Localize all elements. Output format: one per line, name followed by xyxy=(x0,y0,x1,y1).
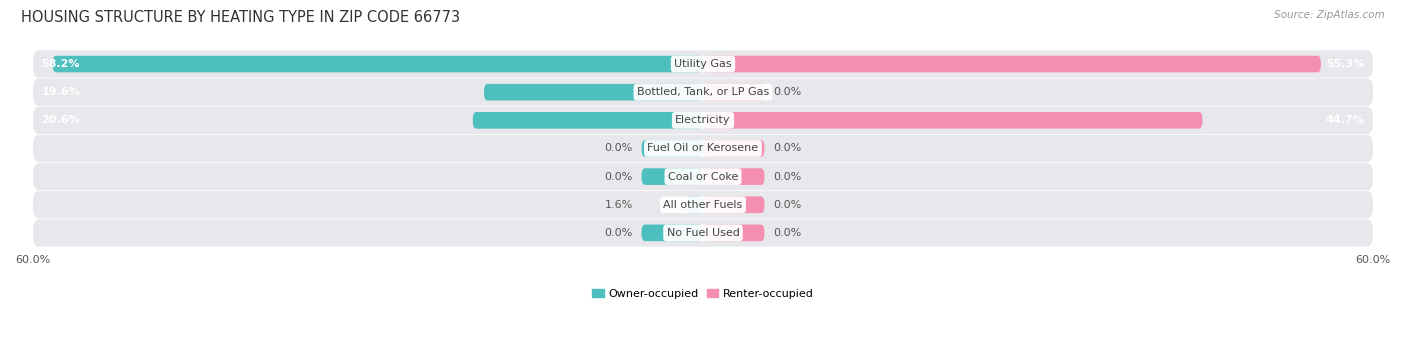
Legend: Owner-occupied, Renter-occupied: Owner-occupied, Renter-occupied xyxy=(588,284,818,303)
Text: Fuel Oil or Kerosene: Fuel Oil or Kerosene xyxy=(647,144,759,153)
Text: Electricity: Electricity xyxy=(675,115,731,125)
FancyBboxPatch shape xyxy=(32,163,1374,190)
Text: 0.0%: 0.0% xyxy=(605,172,633,182)
FancyBboxPatch shape xyxy=(484,84,703,101)
FancyBboxPatch shape xyxy=(703,224,765,241)
FancyBboxPatch shape xyxy=(641,140,703,157)
FancyBboxPatch shape xyxy=(703,168,765,185)
Text: HOUSING STRUCTURE BY HEATING TYPE IN ZIP CODE 66773: HOUSING STRUCTURE BY HEATING TYPE IN ZIP… xyxy=(21,10,460,25)
FancyBboxPatch shape xyxy=(53,56,703,72)
Text: 19.6%: 19.6% xyxy=(42,87,80,97)
Text: 0.0%: 0.0% xyxy=(605,228,633,238)
Text: 1.6%: 1.6% xyxy=(605,200,633,210)
FancyBboxPatch shape xyxy=(32,50,1374,78)
FancyBboxPatch shape xyxy=(703,56,1320,72)
FancyBboxPatch shape xyxy=(472,112,703,129)
FancyBboxPatch shape xyxy=(641,168,703,185)
FancyBboxPatch shape xyxy=(641,224,703,241)
Text: 58.2%: 58.2% xyxy=(42,59,80,69)
FancyBboxPatch shape xyxy=(703,140,765,157)
Text: 0.0%: 0.0% xyxy=(773,87,801,97)
Text: Source: ZipAtlas.com: Source: ZipAtlas.com xyxy=(1274,10,1385,20)
FancyBboxPatch shape xyxy=(32,107,1374,134)
Text: 0.0%: 0.0% xyxy=(773,200,801,210)
Text: 0.0%: 0.0% xyxy=(773,172,801,182)
FancyBboxPatch shape xyxy=(32,78,1374,106)
Text: Bottled, Tank, or LP Gas: Bottled, Tank, or LP Gas xyxy=(637,87,769,97)
FancyBboxPatch shape xyxy=(32,219,1374,247)
FancyBboxPatch shape xyxy=(32,135,1374,162)
Text: 0.0%: 0.0% xyxy=(773,144,801,153)
FancyBboxPatch shape xyxy=(32,191,1374,219)
FancyBboxPatch shape xyxy=(703,196,765,213)
Text: 20.6%: 20.6% xyxy=(42,115,80,125)
Text: 55.3%: 55.3% xyxy=(1326,59,1364,69)
Text: 44.7%: 44.7% xyxy=(1326,115,1364,125)
Text: All other Fuels: All other Fuels xyxy=(664,200,742,210)
Text: 0.0%: 0.0% xyxy=(605,144,633,153)
FancyBboxPatch shape xyxy=(703,112,1202,129)
Text: No Fuel Used: No Fuel Used xyxy=(666,228,740,238)
Text: 0.0%: 0.0% xyxy=(773,228,801,238)
FancyBboxPatch shape xyxy=(703,84,765,101)
FancyBboxPatch shape xyxy=(685,196,703,213)
Text: Coal or Coke: Coal or Coke xyxy=(668,172,738,182)
Text: Utility Gas: Utility Gas xyxy=(675,59,731,69)
